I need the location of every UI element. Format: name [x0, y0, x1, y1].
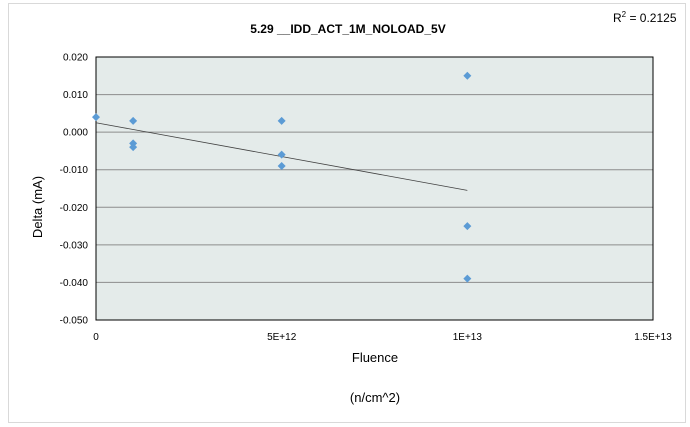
data-point	[129, 116, 138, 125]
x-axis-label: Fluence	[352, 350, 398, 365]
y-axis-label: Delta (mA)	[30, 176, 45, 238]
x-axis-unit-label: (n/cm^2)	[350, 390, 400, 405]
y-tick-label: -0.020	[60, 203, 89, 214]
y-axis-tick-labels: 0.020 0.010 0.000 -0.010 -0.020 -0.030 -0.040 -…	[60, 53, 89, 327]
r-squared-superscript: 2	[622, 10, 627, 19]
data-point	[277, 116, 286, 125]
r-squared-value: = 0.2125	[626, 11, 677, 25]
y-tick-label: -0.030	[60, 240, 89, 251]
x-tick-label: 5E+12	[267, 332, 297, 343]
plot-area	[96, 57, 653, 320]
data-series	[92, 71, 472, 283]
data-point	[277, 150, 286, 159]
y-tick-label: 0.010	[63, 90, 88, 101]
data-point	[92, 113, 100, 122]
data-point	[277, 161, 286, 170]
y-tick-label: -0.040	[60, 278, 89, 289]
chart-title: 5.29 __IDD_ACT_1M_NOLOAD_5V	[250, 22, 445, 36]
y-tick-label: 0.020	[63, 53, 88, 64]
x-tick-label: 0	[93, 332, 99, 343]
x-tick-label: 1.5E+13	[634, 332, 672, 343]
data-point	[129, 143, 138, 152]
y-tick-label: 0.000	[63, 128, 88, 139]
r-squared-base: R	[613, 11, 622, 25]
r-squared-annotation: R2 = 0.2125	[613, 10, 677, 25]
data-point	[463, 71, 472, 80]
y-tick-label: -0.050	[60, 316, 89, 327]
data-point	[463, 222, 472, 231]
x-axis-tick-labels: 0 5E+12 1E+13 1.5E+13	[93, 332, 672, 343]
y-tick-label: -0.010	[60, 165, 89, 176]
plot-border	[95, 56, 654, 321]
data-point	[463, 274, 472, 283]
x-tick-label: 1E+13	[453, 332, 483, 343]
